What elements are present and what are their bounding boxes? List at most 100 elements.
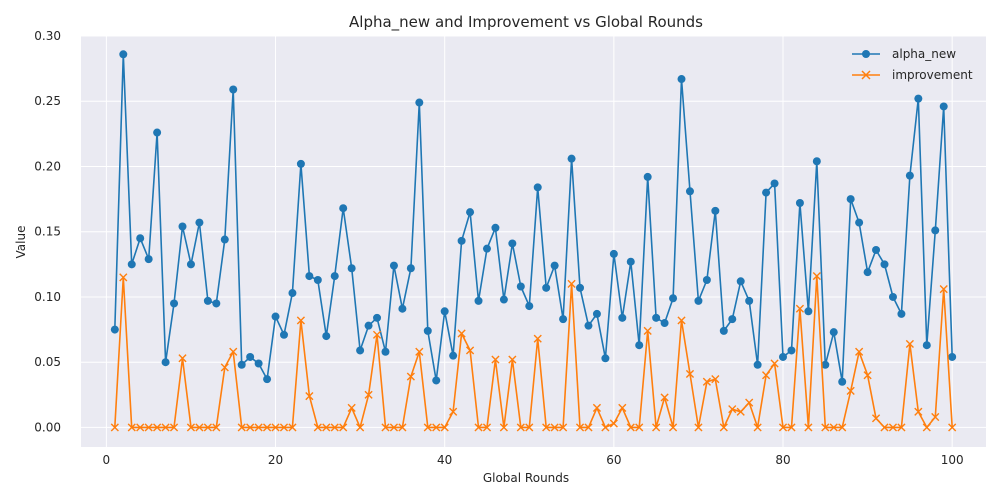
- improvement-point: [626, 423, 635, 432]
- improvement-point: [838, 423, 847, 432]
- alpha-new-point: [812, 157, 821, 166]
- alpha-new-point: [576, 283, 585, 292]
- improvement-point: [914, 407, 923, 416]
- improvement-point: [474, 423, 483, 432]
- alpha-new-point: [508, 239, 517, 248]
- alpha-new-point: [905, 171, 914, 180]
- improvement-point: [347, 403, 356, 412]
- improvement-point: [897, 423, 906, 432]
- y-axis-label: Value: [14, 226, 28, 259]
- alpha-new-point: [880, 260, 889, 269]
- improvement-point: [356, 423, 365, 432]
- alpha-new-point: [288, 289, 297, 298]
- improvement-point: [262, 423, 272, 432]
- improvement-point: [364, 390, 373, 399]
- alpha-new-point: [584, 321, 593, 330]
- alpha-new-point: [415, 98, 424, 107]
- alpha-new-point: [685, 187, 694, 196]
- alpha-new-point: [195, 218, 204, 227]
- alpha-new-point: [161, 358, 170, 367]
- improvement-point: [415, 347, 424, 356]
- alpha-new-point: [482, 244, 491, 253]
- alpha-new-point: [660, 319, 669, 328]
- alpha-new-point: [330, 272, 339, 281]
- improvement-point: [161, 423, 170, 432]
- improvement-point: [652, 423, 661, 432]
- series-improvement: [110, 271, 957, 432]
- improvement-point: [119, 273, 128, 282]
- improvement-point: [702, 377, 711, 386]
- alpha-new-point: [339, 204, 348, 213]
- improvement-point: [406, 372, 415, 381]
- alpha-new-point: [770, 179, 779, 188]
- improvement-point: [313, 423, 322, 432]
- alpha-new-point: [821, 360, 830, 369]
- y-tick-label: 0.00: [34, 420, 61, 434]
- alpha-new-point: [313, 275, 322, 284]
- improvement-point: [787, 423, 796, 432]
- alpha-new-point: [153, 128, 162, 137]
- improvement-point: [296, 316, 306, 325]
- alpha-new-point: [144, 255, 153, 264]
- alpha-new-line: [114, 53, 953, 383]
- alpha-new-point: [559, 315, 568, 324]
- alpha-new-point: [592, 309, 601, 318]
- alpha-new-point: [922, 341, 931, 350]
- x-tick-label: 0: [103, 453, 111, 467]
- alpha-new-point: [855, 218, 864, 227]
- alpha-new-point: [736, 277, 745, 286]
- alpha-new-point: [525, 302, 534, 311]
- alpha-new-point: [711, 206, 720, 215]
- improvement-point: [237, 423, 246, 432]
- alpha-new-point: [305, 272, 314, 281]
- improvement-point: [922, 423, 931, 432]
- alpha-new-point: [440, 307, 449, 316]
- improvement-point: [423, 423, 432, 432]
- x-tick-label: 60: [606, 453, 621, 467]
- improvement-point: [381, 423, 390, 432]
- improvement-point: [804, 423, 813, 432]
- alpha-new-point: [863, 268, 872, 277]
- improvement-point: [153, 423, 162, 432]
- alpha-new-point: [229, 85, 238, 94]
- alpha-new-point: [186, 260, 195, 269]
- alpha-new-point: [804, 307, 813, 316]
- improvement-point: [533, 334, 542, 343]
- improvement-point: [888, 423, 898, 432]
- improvement-point: [457, 329, 466, 338]
- alpha-new-point: [787, 346, 796, 355]
- improvement-point: [905, 339, 914, 349]
- x-tick-label: 100: [941, 453, 964, 467]
- improvement-point: [144, 423, 153, 432]
- alpha-new-point: [669, 294, 678, 303]
- alpha-new-point: [652, 313, 661, 322]
- alpha-new-point: [322, 332, 331, 341]
- improvement-point: [229, 347, 238, 356]
- improvement-point: [660, 393, 669, 402]
- improvement-point: [880, 423, 889, 432]
- alpha-new-point: [914, 94, 923, 103]
- improvement-point: [601, 423, 610, 432]
- improvement-point: [127, 423, 136, 432]
- alpha-new-point: [406, 264, 415, 273]
- improvement-point: [618, 403, 627, 412]
- alpha-new-point: [237, 360, 246, 369]
- legend-improvement-marker: [861, 70, 871, 80]
- alpha-new-point: [356, 346, 365, 355]
- improvement-point: [339, 423, 348, 432]
- alpha-new-point: [389, 261, 398, 270]
- alpha-new-point: [601, 354, 610, 363]
- improvement-point: [728, 405, 737, 414]
- improvement-point: [288, 423, 297, 432]
- alpha-new-point: [499, 295, 508, 304]
- alpha-new-point: [694, 296, 703, 305]
- alpha-new-point: [364, 321, 373, 330]
- improvement-point: [939, 285, 948, 294]
- alpha-new-point: [136, 234, 145, 243]
- alpha-new-point: [373, 313, 382, 322]
- y-tick-label: 0.20: [34, 159, 61, 173]
- improvement-point: [643, 326, 652, 335]
- legend-alpha-marker: [862, 50, 870, 58]
- alpha-new-point: [449, 351, 458, 360]
